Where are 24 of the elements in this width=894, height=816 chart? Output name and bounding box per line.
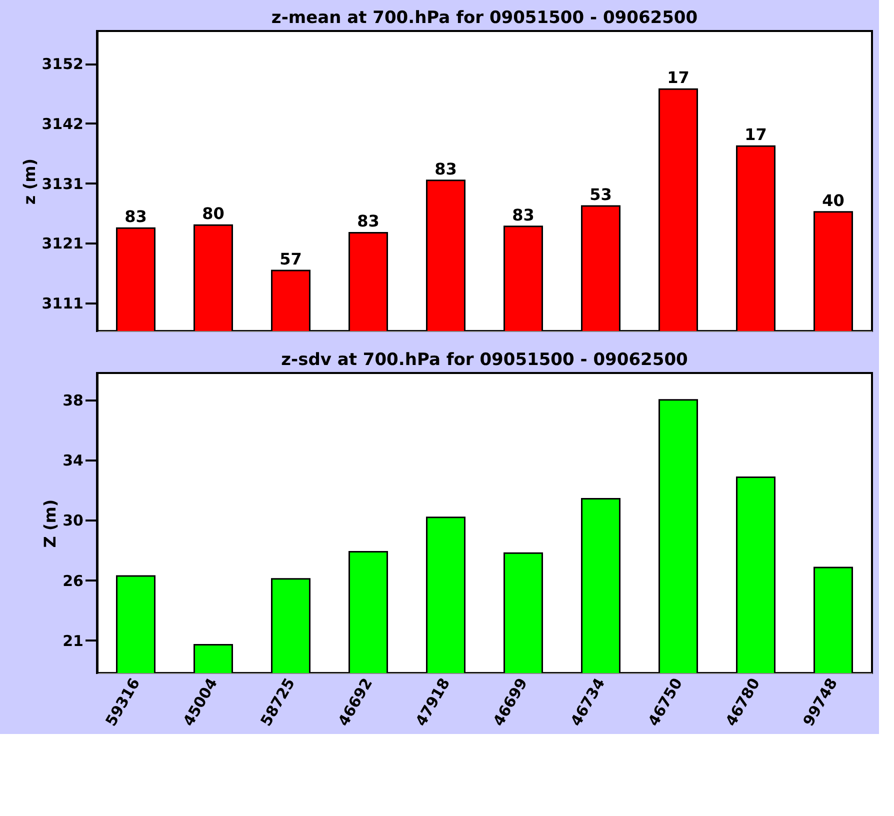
chart-title: z-mean at 700.hPa for 09051500 - 09062500 xyxy=(271,8,698,28)
annotation: 80 xyxy=(202,204,224,224)
annotation: 40 xyxy=(822,190,844,210)
chart-title: z-sdv at 700.hPa for 09051500 - 09062500 xyxy=(281,350,688,370)
annotation: 83 xyxy=(124,207,147,226)
y-tick-label: 3131 xyxy=(42,174,84,193)
annotation: 17 xyxy=(667,68,690,88)
y-axis-title: Z (m) xyxy=(40,499,60,548)
annotation: 83 xyxy=(512,205,534,224)
annotation: 53 xyxy=(590,185,612,204)
y-tick-label: 21 xyxy=(62,632,84,650)
y-axis-title: z (m) xyxy=(20,158,39,205)
y-tick-label: 30 xyxy=(62,512,84,530)
y-tick-label: 26 xyxy=(62,572,84,590)
y-tick-label: 3142 xyxy=(42,114,84,133)
y-tick-label: 3121 xyxy=(42,234,84,253)
annotation: 57 xyxy=(280,250,302,269)
y-tick-label: 3152 xyxy=(42,55,84,74)
annotation: 83 xyxy=(434,159,457,178)
y-tick-label: 3111 xyxy=(42,294,84,313)
y-tick-label: 38 xyxy=(62,391,84,410)
annotation: 17 xyxy=(744,125,767,144)
annotation: 83 xyxy=(357,212,380,231)
y-tick-label: 34 xyxy=(62,452,84,470)
